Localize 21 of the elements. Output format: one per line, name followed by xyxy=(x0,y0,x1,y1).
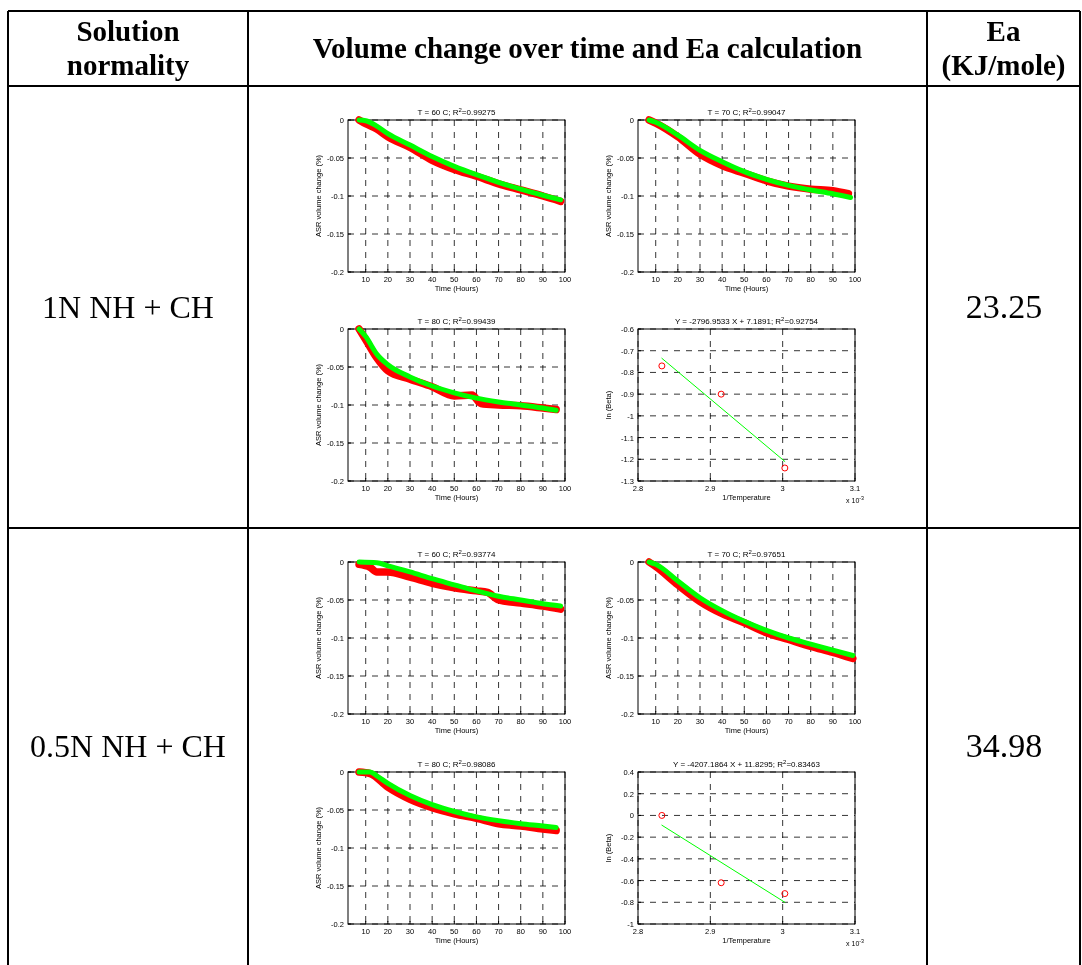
chart-title: T = 70 C; R$^{2}$=0.99047 xyxy=(707,107,787,117)
chart-title: Y = -4207.1864 X + 11.8295; R$^{2}$=0.83463 xyxy=(673,759,821,769)
text: Solution normality xyxy=(66,15,190,81)
chart-title: T = 60 C; R$^{2}$=0.99275 xyxy=(417,107,497,117)
chart-title: T = 70 C; R$^{2}$=0.97651 xyxy=(707,549,787,559)
text: 23.25 xyxy=(965,288,1043,325)
text: Volume change over time and Ea calculation xyxy=(312,32,863,64)
point xyxy=(781,464,789,472)
point xyxy=(781,890,789,898)
chart-title: T = 80 C; R$^{2}$=0.99439 xyxy=(417,316,497,326)
point xyxy=(658,362,666,370)
point xyxy=(717,390,725,398)
text: 34.98 xyxy=(965,727,1043,764)
text: 1N NH + CH xyxy=(42,289,214,325)
text: Ea (KJ/mole) xyxy=(941,15,1066,82)
text: 0.5N NH + CH xyxy=(30,728,226,764)
chart-title: T = 80 C; R$^{2}$=0.98086 xyxy=(417,759,497,769)
chart-title: Y = -2796.9533 X + 7.1891; R$^{2}$=0.92754 xyxy=(674,316,819,326)
chart-title: T = 60 C; R$^{2}$=0.93774 xyxy=(417,549,497,559)
point xyxy=(717,879,725,887)
point xyxy=(658,811,666,819)
